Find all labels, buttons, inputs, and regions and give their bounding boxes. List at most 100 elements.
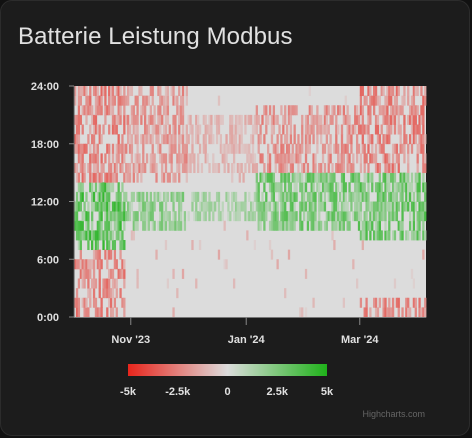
heatmap-cell[interactable] <box>125 143 128 154</box>
heatmap-cell[interactable] <box>98 268 101 279</box>
heatmap-cell[interactable] <box>391 86 395 97</box>
heatmap-cell[interactable] <box>287 105 291 116</box>
heatmap-cell[interactable] <box>401 211 404 222</box>
heatmap-cell[interactable] <box>331 172 334 183</box>
heatmap-cell[interactable] <box>79 191 82 202</box>
heatmap-cell[interactable] <box>416 143 419 154</box>
heatmap-cell[interactable] <box>325 211 328 222</box>
heatmap-cell[interactable] <box>87 220 90 231</box>
heatmap-cell[interactable] <box>414 230 417 241</box>
heatmap-cell[interactable] <box>85 95 88 106</box>
heatmap-cell[interactable] <box>335 134 338 145</box>
heatmap-cell[interactable] <box>151 114 154 125</box>
heatmap-cell[interactable] <box>77 124 81 135</box>
heatmap-cell[interactable] <box>161 220 164 231</box>
heatmap-cell[interactable] <box>388 86 391 97</box>
heatmap-cell[interactable] <box>125 191 128 202</box>
heatmap-cell[interactable] <box>289 114 293 125</box>
heatmap-cell[interactable] <box>79 114 82 125</box>
heatmap-cell[interactable] <box>204 134 207 145</box>
heatmap-cell[interactable] <box>208 124 211 135</box>
heatmap-cell[interactable] <box>108 182 111 193</box>
heatmap-cell[interactable] <box>130 201 134 212</box>
heatmap-cell[interactable] <box>304 124 308 135</box>
heatmap-cell[interactable] <box>236 211 240 222</box>
heatmap-cell[interactable] <box>185 95 188 106</box>
heatmap-cell[interactable] <box>422 105 425 116</box>
heatmap-cell[interactable] <box>357 201 361 212</box>
heatmap-cell[interactable] <box>115 153 118 164</box>
heatmap-cell[interactable] <box>106 172 109 183</box>
heatmap-cell[interactable] <box>361 124 364 135</box>
heatmap-cell[interactable] <box>81 172 84 183</box>
heatmap-cell[interactable] <box>132 172 135 183</box>
heatmap-cell[interactable] <box>284 172 287 183</box>
heatmap-cell[interactable] <box>293 211 296 222</box>
heatmap-cell[interactable] <box>308 124 311 135</box>
heatmap-cell[interactable] <box>251 134 255 145</box>
heatmap-cell[interactable] <box>162 191 166 202</box>
heatmap-cell[interactable] <box>412 95 416 106</box>
heatmap-cell[interactable] <box>174 134 177 145</box>
heatmap-cell[interactable] <box>403 124 406 135</box>
heatmap-cell[interactable] <box>238 143 241 154</box>
heatmap-cell[interactable] <box>293 124 296 135</box>
heatmap-cell[interactable] <box>259 172 262 183</box>
heatmap-cell[interactable] <box>229 211 232 222</box>
heatmap-cell[interactable] <box>350 172 353 183</box>
heatmap-cell[interactable] <box>178 211 181 222</box>
heatmap-cell[interactable] <box>289 211 293 222</box>
heatmap-cell[interactable] <box>354 114 357 125</box>
heatmap-cell[interactable] <box>344 211 347 222</box>
heatmap-cell[interactable] <box>391 172 395 183</box>
heatmap-cell[interactable] <box>231 124 234 135</box>
heatmap-cell[interactable] <box>408 307 412 318</box>
heatmap-cell[interactable] <box>420 143 423 154</box>
heatmap-cell[interactable] <box>121 297 124 308</box>
heatmap-cell[interactable] <box>119 249 122 260</box>
heatmap-cell[interactable] <box>191 134 194 145</box>
heatmap-cell[interactable] <box>153 153 156 164</box>
heatmap-cell[interactable] <box>354 172 357 183</box>
heatmap-cell[interactable] <box>325 172 328 183</box>
heatmap-cell[interactable] <box>176 105 179 116</box>
heatmap-cell[interactable] <box>98 182 101 193</box>
heatmap-cell[interactable] <box>371 95 374 106</box>
heatmap-cell[interactable] <box>142 105 145 116</box>
heatmap-cell[interactable] <box>111 86 115 97</box>
heatmap-cell[interactable] <box>174 143 177 154</box>
heatmap-cell[interactable] <box>274 114 277 125</box>
heatmap-cell[interactable] <box>316 134 319 145</box>
heatmap-cell[interactable] <box>367 124 370 135</box>
heatmap-cell[interactable] <box>391 105 395 116</box>
heatmap-cell[interactable] <box>232 163 236 174</box>
heatmap-cell[interactable] <box>310 211 313 222</box>
heatmap-cell[interactable] <box>98 124 101 135</box>
heatmap-cell[interactable] <box>340 134 344 145</box>
heatmap-cell[interactable] <box>367 172 370 183</box>
heatmap-cell[interactable] <box>388 153 391 164</box>
heatmap-cell[interactable] <box>265 172 268 183</box>
heatmap-cell[interactable] <box>231 201 234 212</box>
heatmap-cell[interactable] <box>302 182 306 193</box>
heatmap-cell[interactable] <box>178 191 181 202</box>
heatmap-cell[interactable] <box>113 240 117 251</box>
heatmap-cell[interactable] <box>257 211 260 222</box>
heatmap-cell[interactable] <box>412 134 416 145</box>
heatmap-cell[interactable] <box>414 134 417 145</box>
heatmap-cell[interactable] <box>130 114 134 125</box>
heatmap-cell[interactable] <box>117 268 120 279</box>
heatmap-cell[interactable] <box>128 201 132 212</box>
heatmap-cell[interactable] <box>376 201 380 212</box>
heatmap-cell[interactable] <box>132 163 135 174</box>
heatmap-cell[interactable] <box>414 114 417 125</box>
heatmap-cell[interactable] <box>407 230 410 241</box>
heatmap-cell[interactable] <box>87 240 90 251</box>
heatmap-cell[interactable] <box>418 134 421 145</box>
heatmap-cell[interactable] <box>145 211 149 222</box>
heatmap-cell[interactable] <box>151 95 154 106</box>
heatmap-cell[interactable] <box>115 114 118 125</box>
heatmap-cell[interactable] <box>361 134 364 145</box>
heatmap-cell[interactable] <box>412 278 416 289</box>
heatmap-cell[interactable] <box>117 230 120 241</box>
